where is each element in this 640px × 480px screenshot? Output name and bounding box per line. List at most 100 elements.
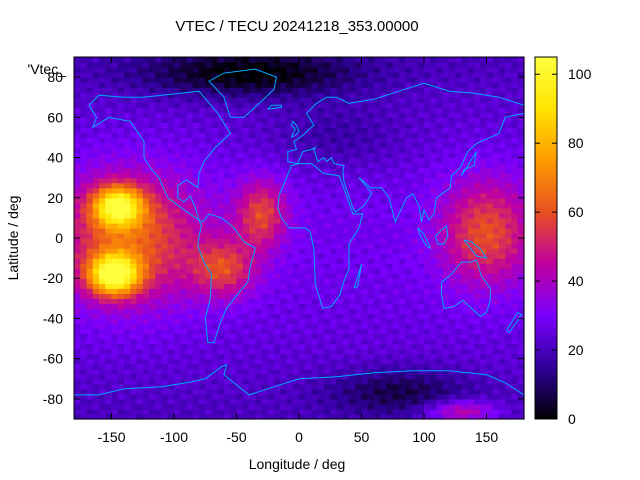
heatmap-cell xyxy=(74,243,81,249)
heatmap-cell xyxy=(199,238,206,244)
heatmap-cell xyxy=(411,368,419,375)
heatmap-cell xyxy=(161,303,169,309)
heatmap-cell xyxy=(280,343,288,350)
heatmap-cell xyxy=(305,333,313,340)
heatmap-cell xyxy=(436,313,444,320)
heatmap-cell xyxy=(174,122,181,128)
heatmap-cell xyxy=(380,258,388,264)
heatmap-cell xyxy=(236,187,244,194)
heatmap-cell xyxy=(74,147,81,154)
heatmap-cell xyxy=(217,227,225,234)
heatmap-cell xyxy=(467,227,475,234)
heatmap-cell xyxy=(180,263,188,269)
heatmap-cell xyxy=(267,137,275,144)
heatmap-cell xyxy=(405,238,413,244)
heatmap-cell xyxy=(417,398,425,405)
heatmap-cell xyxy=(417,147,425,154)
heatmap-cell xyxy=(349,388,356,395)
heatmap-cell xyxy=(405,212,413,219)
heatmap-cell xyxy=(80,192,88,199)
heatmap-cell xyxy=(517,398,525,405)
heatmap-cell xyxy=(130,293,138,299)
heatmap-cell xyxy=(211,398,219,405)
heatmap-cell xyxy=(92,333,100,340)
heatmap-cell xyxy=(486,268,494,274)
heatmap-cell xyxy=(286,92,294,98)
heatmap-cell xyxy=(292,248,300,254)
heatmap-cell xyxy=(186,182,194,189)
heatmap-cell xyxy=(286,197,294,204)
heatmap-cell xyxy=(261,142,269,149)
heatmap-cell xyxy=(124,373,131,380)
heatmap-cell xyxy=(280,398,288,405)
heatmap-cell xyxy=(424,253,431,259)
heatmap-cell xyxy=(474,192,481,199)
heatmap-cell xyxy=(405,323,413,330)
heatmap-cell xyxy=(324,217,331,224)
heatmap-cell xyxy=(161,318,169,325)
heatmap-cell xyxy=(161,207,169,214)
heatmap-cell xyxy=(174,172,181,179)
heatmap-cell xyxy=(330,383,338,390)
heatmap-cell xyxy=(136,87,144,93)
heatmap-cell xyxy=(480,227,488,234)
heatmap-cell xyxy=(461,77,469,83)
heatmap-cell xyxy=(392,112,400,118)
heatmap-cell xyxy=(342,313,350,320)
heatmap-cell xyxy=(374,212,381,219)
heatmap-cell xyxy=(174,67,181,73)
heatmap-cell xyxy=(392,122,400,128)
heatmap-cell xyxy=(449,398,456,405)
heatmap-cell xyxy=(124,87,131,93)
heatmap-cell xyxy=(317,82,325,88)
heatmap-cell xyxy=(192,298,200,304)
heatmap-cell xyxy=(330,187,338,194)
heatmap-cell xyxy=(280,308,288,315)
heatmap-cell xyxy=(167,127,175,134)
heatmap-cell xyxy=(324,238,331,244)
heatmap-cell xyxy=(74,207,81,214)
heatmap-cell xyxy=(324,383,331,390)
heatmap-cell xyxy=(330,368,338,375)
heatmap-cell xyxy=(330,263,338,269)
heatmap-cell xyxy=(211,82,219,88)
heatmap-cell xyxy=(149,303,156,309)
heatmap-cell xyxy=(86,142,94,149)
heatmap-cell xyxy=(99,167,106,174)
heatmap-cell xyxy=(499,87,506,93)
heatmap-cell xyxy=(249,172,256,179)
heatmap-cell xyxy=(180,398,188,405)
heatmap-cell xyxy=(467,388,475,395)
heatmap-cell xyxy=(411,333,419,340)
heatmap-cell xyxy=(230,333,238,340)
heatmap-cell xyxy=(392,82,400,88)
heatmap-cell xyxy=(474,403,481,410)
heatmap-cell xyxy=(442,162,450,169)
heatmap-cell xyxy=(224,268,231,274)
heatmap-cell xyxy=(117,87,125,93)
heatmap-cell xyxy=(311,157,319,164)
heatmap-cell xyxy=(130,403,138,410)
heatmap-cell xyxy=(192,293,200,299)
heatmap-cell xyxy=(267,243,275,249)
heatmap-cell xyxy=(236,132,244,139)
heatmap-cell xyxy=(430,182,438,189)
heatmap-cell xyxy=(355,303,363,309)
heatmap-cell xyxy=(430,177,438,184)
heatmap-cell xyxy=(374,373,381,380)
heatmap-cell xyxy=(467,202,475,209)
heatmap-cell xyxy=(124,308,131,315)
heatmap-cell xyxy=(449,102,456,108)
heatmap-cell xyxy=(417,162,425,169)
heatmap-cell xyxy=(142,378,150,385)
heatmap-cell xyxy=(261,248,269,254)
heatmap-cell xyxy=(517,217,525,224)
heatmap-cell xyxy=(361,253,369,259)
heatmap-cell xyxy=(480,373,488,380)
heatmap-cell xyxy=(192,87,200,93)
heatmap-cell xyxy=(317,268,325,274)
heatmap-cell xyxy=(505,232,513,239)
heatmap-cell xyxy=(486,167,494,174)
heatmap-cell xyxy=(430,338,438,345)
heatmap-cell xyxy=(330,182,338,189)
